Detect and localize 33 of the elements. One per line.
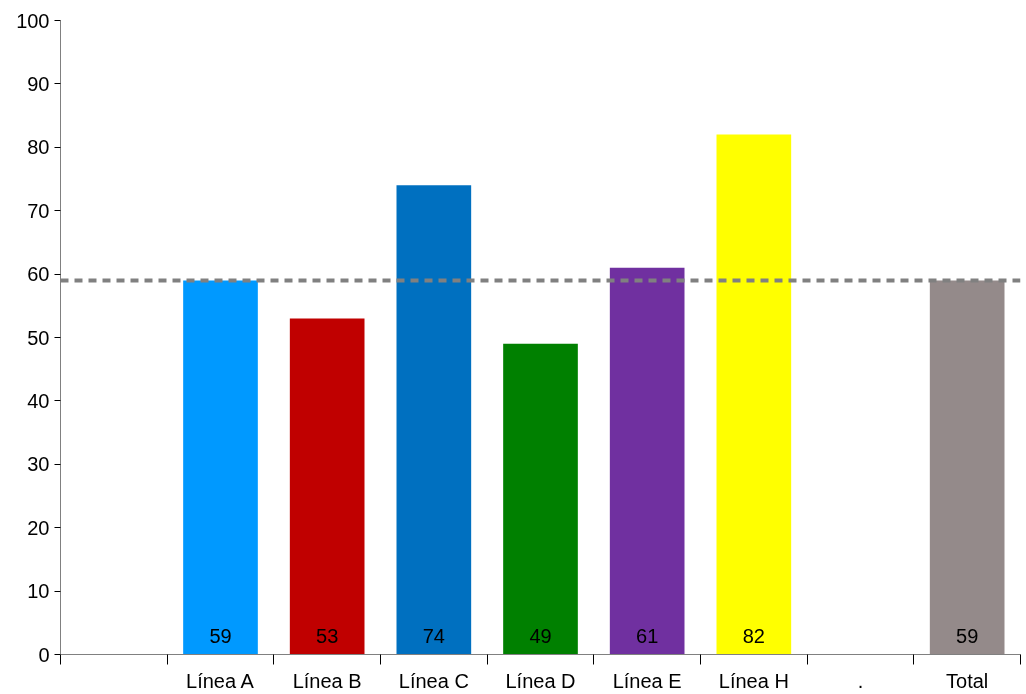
- y-tick-label: 10: [27, 580, 50, 603]
- y-tick-label: 50: [27, 326, 50, 349]
- y-tick-label: 0: [38, 643, 50, 666]
- bar: [929, 280, 1005, 655]
- data-label: 61: [636, 624, 659, 647]
- y-tick-label: 100: [16, 9, 50, 32]
- bar: [396, 185, 472, 655]
- x-tick-label: .: [857, 669, 864, 692]
- x-tick-label: Línea A: [186, 669, 255, 692]
- y-tick-label: 60: [27, 263, 50, 286]
- data-label: 59: [956, 624, 979, 647]
- y-tick-label: 30: [27, 453, 50, 476]
- y-tick-label: 70: [27, 199, 50, 222]
- bar: [609, 267, 685, 655]
- bar: [183, 280, 258, 655]
- data-label: 53: [316, 624, 339, 647]
- data-label: 82: [742, 624, 765, 647]
- data-label: 74: [422, 624, 445, 647]
- y-tick-label: 90: [27, 72, 50, 95]
- x-tick-label: Línea C: [398, 669, 469, 692]
- y-tick-label: 40: [27, 389, 50, 412]
- bar: [289, 318, 365, 655]
- x-tick-label: Total: [946, 669, 989, 692]
- y-tick-label: 20: [27, 516, 50, 539]
- x-tick-label: Línea D: [505, 669, 576, 692]
- bar: [503, 343, 578, 655]
- y-tick-label: 80: [27, 136, 50, 159]
- x-tick-label: Línea B: [292, 669, 362, 692]
- data-label: 59: [209, 624, 232, 647]
- x-tick-label: Línea H: [718, 669, 789, 692]
- bar: [716, 134, 792, 655]
- x-tick-label: Línea E: [612, 669, 682, 692]
- data-label: 49: [529, 624, 552, 647]
